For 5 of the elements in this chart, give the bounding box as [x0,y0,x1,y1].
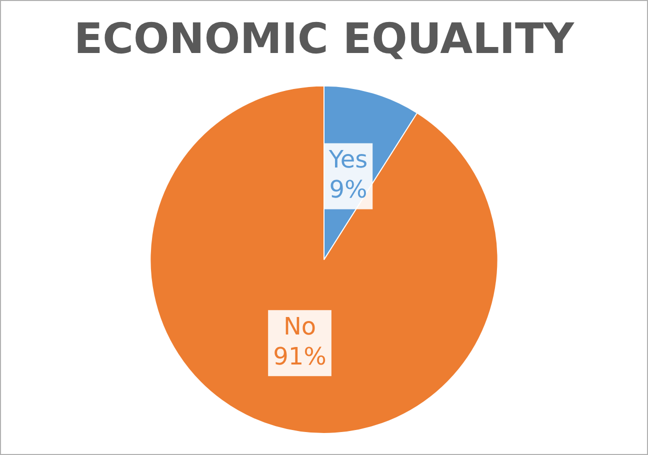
chart-title: ECONOMIC EQUALITY [74,14,575,64]
slice-label: No [283,312,316,340]
data-label: 91% [273,342,326,370]
slice-label: Yes [328,145,368,174]
data-label: 9% [329,175,368,204]
